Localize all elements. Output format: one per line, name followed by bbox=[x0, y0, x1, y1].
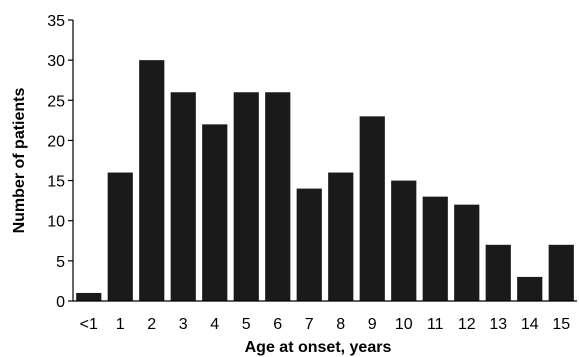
x-tick-label: 13 bbox=[489, 316, 507, 333]
bar bbox=[202, 124, 228, 301]
y-tick-label: 35 bbox=[47, 13, 65, 30]
x-tick-label: 10 bbox=[395, 316, 413, 333]
x-tick-label: <1 bbox=[80, 316, 98, 333]
bar bbox=[170, 92, 196, 301]
y-tick-label: 10 bbox=[47, 214, 65, 231]
y-tick-label: 5 bbox=[56, 254, 65, 271]
bars bbox=[76, 60, 574, 302]
x-tick-label: 9 bbox=[368, 316, 377, 333]
x-tick-label: 8 bbox=[336, 316, 345, 333]
bar bbox=[76, 292, 102, 301]
bar bbox=[107, 172, 133, 301]
y-tick-label: 30 bbox=[47, 53, 65, 70]
bar bbox=[485, 244, 511, 301]
x-tick-label: 7 bbox=[305, 316, 314, 333]
x-tick-label: 6 bbox=[273, 316, 282, 333]
bar bbox=[391, 180, 417, 301]
x-tick-label: 15 bbox=[552, 316, 570, 333]
bar bbox=[517, 276, 543, 301]
x-tick-label: 11 bbox=[427, 316, 444, 333]
bar bbox=[139, 60, 165, 302]
y-tick-label: 15 bbox=[47, 174, 65, 191]
bar bbox=[422, 196, 448, 301]
bar bbox=[296, 188, 322, 301]
x-tick-label: 2 bbox=[147, 316, 156, 333]
x-axis-tick-labels: <1 1 2 3 4 5 6 7 8 9 10 11 12 13 14 15 bbox=[80, 316, 571, 333]
x-tick-label: 12 bbox=[458, 316, 476, 333]
x-tick-label: 5 bbox=[242, 316, 251, 333]
bar bbox=[233, 92, 259, 301]
y-tick-label: 0 bbox=[56, 294, 65, 311]
x-axis-title: Age at onset, years bbox=[245, 339, 392, 356]
bar bbox=[548, 244, 574, 301]
x-tick-label: 1 bbox=[116, 316, 125, 333]
bar bbox=[454, 204, 480, 301]
y-tick-label: 20 bbox=[47, 133, 65, 150]
y-axis-ticks: 0 5 10 15 20 25 30 35 bbox=[47, 13, 73, 311]
x-tick-label: 4 bbox=[210, 316, 219, 333]
y-axis-title: Number of patients bbox=[11, 88, 28, 234]
x-tick-label: 3 bbox=[179, 316, 188, 333]
bar bbox=[265, 92, 291, 301]
bar bbox=[328, 172, 354, 301]
y-tick-label: 25 bbox=[47, 93, 65, 110]
x-tick-label: 14 bbox=[521, 316, 539, 333]
bar bbox=[359, 116, 385, 301]
